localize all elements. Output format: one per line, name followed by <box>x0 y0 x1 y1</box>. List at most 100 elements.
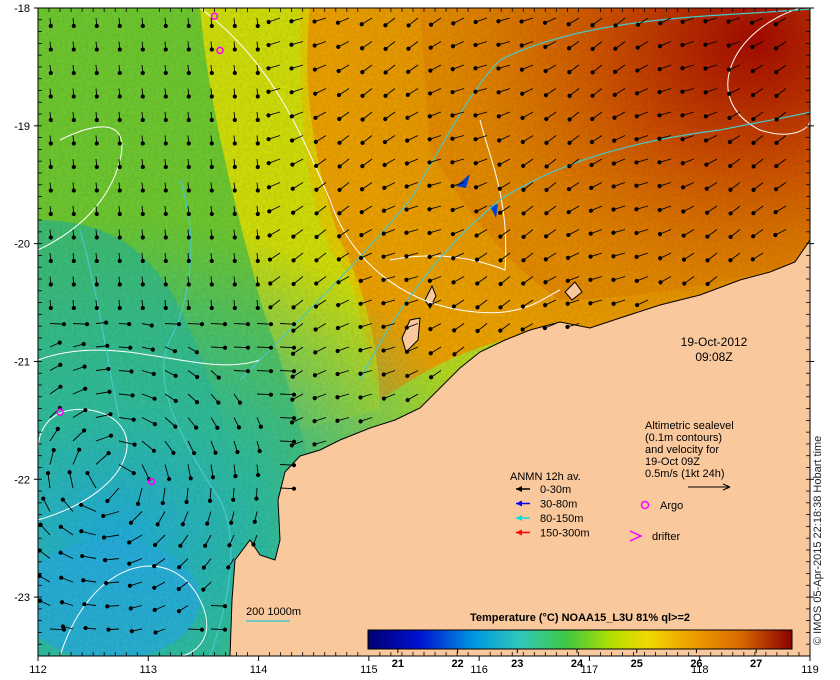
velocity-arrow-head <box>291 369 297 374</box>
velocity-arrow-head <box>589 139 595 145</box>
velocity-arrow-head <box>186 164 191 170</box>
velocity-arrow-head <box>163 282 168 287</box>
velocity-arrow-head <box>404 277 409 282</box>
velocity-arrow-head <box>117 94 122 99</box>
velocity-arrow-head <box>140 188 145 193</box>
velocity-arrow <box>72 323 88 325</box>
velocity-arrow-head <box>496 66 501 71</box>
velocity-arrow-head <box>79 529 84 534</box>
velocity-arrow-head <box>236 425 242 430</box>
velocity-arrow-head <box>117 282 122 287</box>
velocity-arrow-head <box>498 281 503 287</box>
velocity-arrow-head <box>728 187 733 192</box>
velocity-arrow-head <box>176 322 182 327</box>
velocity-arrow-head <box>428 68 433 73</box>
velocity-arrow-head <box>188 476 193 481</box>
velocity-arrow-head <box>289 114 294 119</box>
velocity-arrow-head <box>382 162 387 168</box>
velocity-arrow-head <box>613 69 618 74</box>
velocity-arrow-head <box>404 349 410 354</box>
velocity-arrow-head <box>474 257 480 262</box>
velocity-arrow-head <box>382 139 388 145</box>
velocity-arrow-head <box>773 187 779 192</box>
velocity-arrow-head <box>750 257 755 262</box>
velocity-arrow-head <box>105 604 110 609</box>
velocity-arrow-head <box>750 68 755 74</box>
velocity-arrow <box>49 386 61 395</box>
velocity-arrow-head <box>127 583 133 588</box>
velocity-arrow-head <box>705 210 710 215</box>
velocity-arrow <box>129 581 143 587</box>
velocity-arrow-head <box>117 305 122 311</box>
velocity-arrow-head <box>289 443 294 448</box>
velocity-arrow-head <box>680 19 685 25</box>
velocity-arrow-head <box>104 320 109 325</box>
colorbar-title: Temperature (°C) NOAA15_L3U 81% ql>=2 <box>470 612 690 624</box>
velocity-arrow-head <box>544 140 549 145</box>
velocity-arrow-head <box>383 70 388 75</box>
velocity-arrow-head <box>289 19 294 24</box>
velocity-arrow-head <box>205 521 210 526</box>
land-mass <box>229 239 810 656</box>
velocity-arrow-head <box>199 322 205 327</box>
velocity-arrow-head <box>48 235 53 240</box>
velocity-arrow-head <box>774 70 779 75</box>
x-tick-label: 119 <box>801 664 819 676</box>
velocity-arrow <box>130 511 143 524</box>
anmn-legend-arrowhead <box>516 486 522 492</box>
velocity-arrow-head <box>232 94 237 99</box>
velocity-arrow <box>233 323 249 325</box>
velocity-arrow-head <box>680 185 686 190</box>
velocity-arrow-head <box>728 234 733 240</box>
sst-field <box>38 8 810 656</box>
velocity-arrow-head <box>51 447 56 453</box>
colorbar: Temperature (°C) NOAA15_L3U 81% ql>=2 21… <box>367 612 793 670</box>
velocity-arrow-head <box>255 47 260 52</box>
velocity-arrow-head <box>207 498 213 503</box>
velocity-arrow-head <box>77 447 82 452</box>
velocity-arrow-head <box>336 257 341 262</box>
velocity-arrow-head <box>152 422 157 427</box>
colorbar-tick-label: 26 <box>690 658 702 670</box>
velocity-arrow-head <box>381 301 386 306</box>
velocity-arrow-head <box>612 92 617 97</box>
velocity-arrow-head <box>94 258 99 264</box>
velocity-arrow-head <box>590 23 595 28</box>
velocity-arrow-head <box>290 351 296 356</box>
velocity-arrow-head <box>404 207 409 212</box>
velocity-arrow-head <box>163 305 168 311</box>
velocity-arrow <box>210 346 226 349</box>
velocity-arrow-head <box>117 188 122 193</box>
velocity-arrow-head <box>127 561 132 566</box>
velocity-arrow-head <box>498 258 503 263</box>
velocity-arrow-head <box>59 575 64 580</box>
velocity-arrow-head <box>237 400 243 405</box>
x-tick-label: 115 <box>360 664 378 676</box>
velocity-arrow <box>49 428 59 442</box>
velocity-arrow-head <box>184 499 189 505</box>
velocity-arrow-head <box>163 70 168 76</box>
velocity-arrow-head <box>232 258 237 264</box>
velocity-arrow-head <box>232 70 237 76</box>
velocity-arrow <box>103 511 120 517</box>
velocity-arrow-head <box>83 625 88 631</box>
velocity-arrow-head <box>588 231 593 236</box>
velocity-arrow-head <box>544 164 549 169</box>
velocity-arrow-head <box>117 141 122 146</box>
velocity-arrow-head <box>680 161 685 166</box>
argo-legend-icon <box>640 500 650 510</box>
velocity-arrow-head <box>55 426 60 432</box>
velocity-arrow <box>256 370 272 372</box>
velocity-arrow-head <box>705 281 710 287</box>
velocity-arrow-head <box>381 208 387 213</box>
velocity-arrow-head <box>588 277 593 282</box>
velocity-arrow-head <box>498 234 503 239</box>
velocity-arrow-head <box>335 371 340 377</box>
velocity-arrow <box>256 346 272 349</box>
velocity-arrow-head <box>186 47 191 52</box>
anmn-legend-label: 30-80m <box>540 499 577 511</box>
velocity-arrow-head <box>565 255 571 261</box>
velocity-arrow-head <box>186 94 191 99</box>
colorbar-gradient <box>367 629 793 650</box>
